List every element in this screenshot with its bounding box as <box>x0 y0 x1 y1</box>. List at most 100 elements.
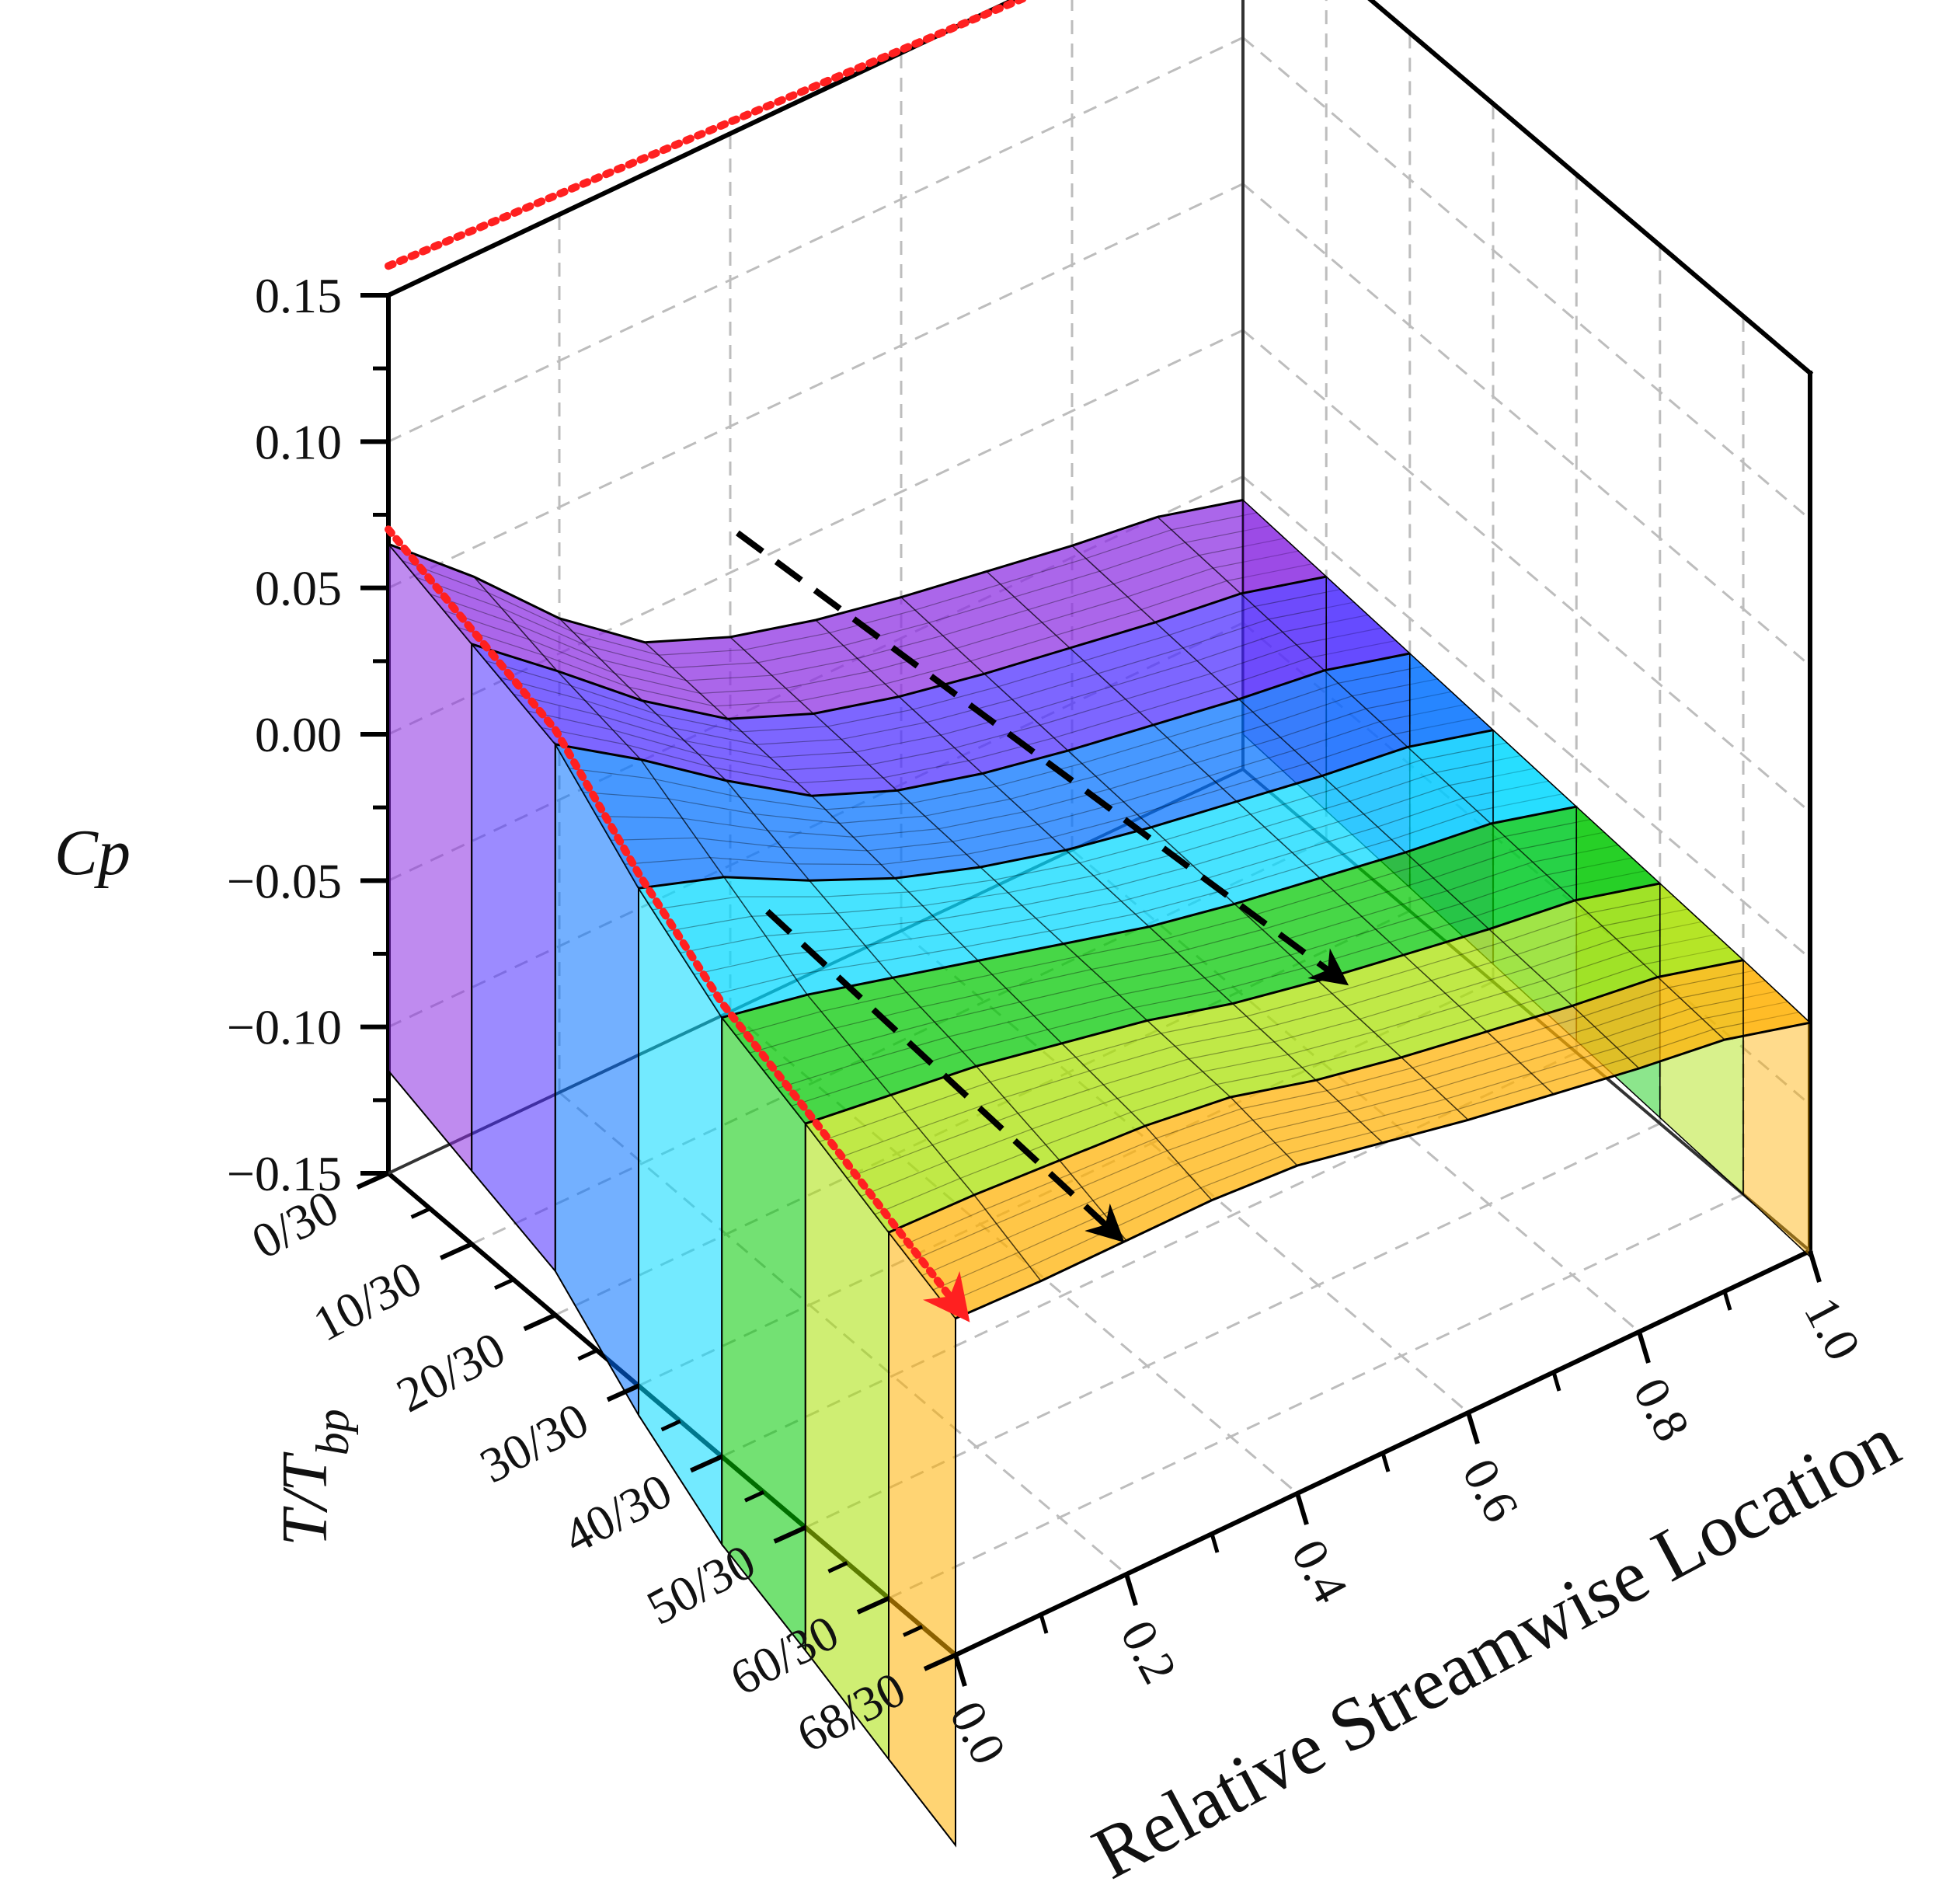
surface-hatch <box>795 863 882 866</box>
t-minor-tick <box>577 1348 598 1361</box>
t-tick-label: 20/30 <box>388 1321 513 1423</box>
surface-hatch <box>1352 678 1438 697</box>
cp-axis-ticks: 0.15 0.10 0.05 0.00 −0.05 −0.10 −0.15 <box>227 268 388 1201</box>
x-minor-tick <box>1551 1371 1561 1392</box>
surface-hatch <box>950 918 1036 934</box>
surface-hatch <box>1182 618 1269 649</box>
surface-hatch <box>1206 852 1293 880</box>
surface-hatch <box>938 811 1025 830</box>
surface-hatch <box>1617 1018 1703 1048</box>
surface-hatch <box>1056 608 1142 636</box>
surface-hatch <box>714 700 800 707</box>
surface-hatch <box>914 584 1001 611</box>
surface-hatch <box>584 699 671 728</box>
x-tick-label: 0.2 <box>1110 1612 1188 1692</box>
surface-hatch <box>1119 977 1206 996</box>
grid-line-side-cp <box>1242 329 1811 814</box>
cp-tick-label: 0.00 <box>255 707 342 762</box>
surface-hatch <box>658 649 744 656</box>
surface-hatch <box>1250 788 1337 815</box>
surface-front-curtain <box>388 542 473 1173</box>
surface-hatch <box>1463 780 1549 799</box>
surface-hatch <box>1583 987 1669 1017</box>
cp-tick-label: −0.05 <box>227 853 342 908</box>
surface-hatch <box>1449 768 1535 786</box>
surface-hatch <box>819 1111 905 1143</box>
surface-hatch <box>1366 691 1452 709</box>
surface-hatch <box>1032 1098 1118 1130</box>
surface-hatch <box>1218 967 1305 991</box>
t-tick-label: 30/30 <box>472 1392 597 1493</box>
surface-hatch <box>883 760 969 779</box>
surface-hatch <box>952 824 1039 842</box>
surface-hatch <box>1093 852 1179 876</box>
x-minor-tick <box>1210 1533 1220 1553</box>
surface-hatch <box>1203 1054 1289 1072</box>
surface-hatch <box>1280 708 1366 738</box>
surface-hatch <box>771 657 858 676</box>
grid-line-back-cp <box>388 329 1244 736</box>
t-tick <box>923 1653 957 1671</box>
surface-hatch <box>1702 1001 1788 1019</box>
surface-hatch <box>853 828 939 838</box>
surface-hatch <box>1644 946 1730 965</box>
surface-hatch <box>910 786 997 804</box>
surface-hatch <box>1260 1005 1346 1030</box>
surface-hatch <box>913 686 999 710</box>
surface-hatch <box>1274 1018 1360 1043</box>
surface-hatch <box>1546 857 1633 876</box>
surface-hatch <box>996 762 1082 787</box>
x-minor-tick <box>1380 1452 1391 1472</box>
surface-hatch <box>1669 970 1755 988</box>
surface-hatch <box>1125 673 1212 700</box>
surface-hatch <box>743 632 830 650</box>
surface-hatch <box>1375 903 1462 930</box>
surface-hatch <box>672 662 758 669</box>
surface-hatch <box>1605 1008 1692 1038</box>
surface-hatch <box>1192 839 1279 866</box>
surface-hatch <box>529 639 615 674</box>
surface-hatch <box>928 596 1015 624</box>
surface-hatch <box>1333 864 1420 892</box>
surface-hatch <box>1039 699 1126 726</box>
surface-hatch <box>1137 788 1224 815</box>
surface-hatch <box>1380 704 1466 723</box>
surface-hatch <box>684 740 771 758</box>
surface-hatch <box>598 714 685 741</box>
surface-strip <box>955 1021 1811 1845</box>
surface-hatch <box>1181 724 1267 751</box>
t-axis-title-sub: bp <box>307 1409 358 1455</box>
surface-hatch <box>997 660 1084 688</box>
surface-hatch <box>1558 963 1645 994</box>
surface-hatch <box>1263 1110 1350 1132</box>
surface-hatch <box>1373 1005 1460 1033</box>
surface-hatch <box>881 853 967 866</box>
surface-hatch <box>611 837 697 841</box>
surface-hatch <box>782 846 868 852</box>
surface-hatch <box>1363 785 1450 815</box>
surface-hatch <box>1213 550 1299 569</box>
surface-hatch <box>1306 838 1392 866</box>
surface-hatch <box>1175 1028 1261 1047</box>
surface-hatch <box>1520 1037 1607 1064</box>
surface-hatch <box>1531 1047 1617 1074</box>
surface-hatch <box>862 1036 949 1062</box>
surface-hatch <box>1085 529 1172 559</box>
grid-line-floor-t <box>888 1193 1744 1600</box>
surface-hatch <box>1530 938 1617 968</box>
surface-hatch <box>1036 901 1122 919</box>
frame-top-back <box>385 0 1018 298</box>
surface-hatch <box>1594 997 1680 1027</box>
surface-hatch <box>1477 793 1563 812</box>
surface-hatch <box>1498 1016 1584 1043</box>
surface-hatch <box>1394 716 1480 735</box>
cp-axis-title: Cp <box>54 817 131 889</box>
surface-hatch <box>1025 685 1112 713</box>
surface-hatch <box>920 988 1007 1008</box>
surface-hatch <box>1282 614 1369 632</box>
surface-hatch <box>1053 711 1140 739</box>
cp-tick-label: −0.15 <box>227 1146 342 1201</box>
t-tick-label: 40/30 <box>555 1462 681 1564</box>
surface-hatch <box>797 777 883 784</box>
surface-hatch <box>1163 916 1249 940</box>
